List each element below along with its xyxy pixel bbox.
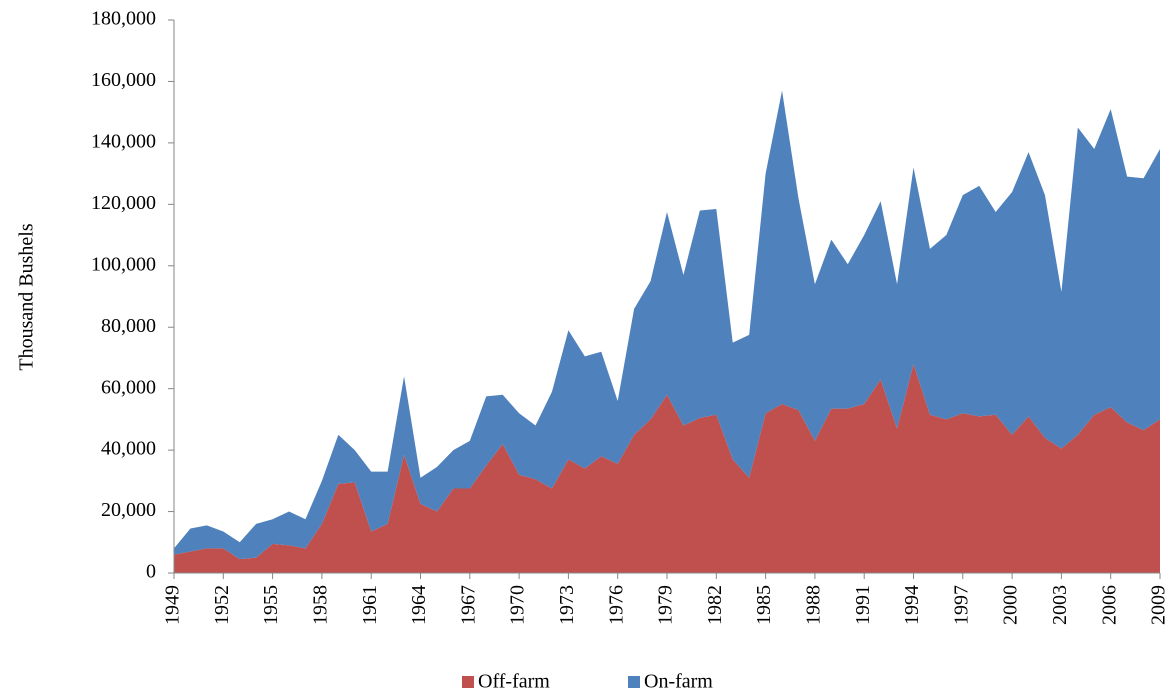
area [174, 90, 1160, 560]
x-tick-label: 1979 [655, 585, 677, 625]
x-tick-label: 2003 [1049, 585, 1071, 625]
legend-label: On-farm [644, 671, 713, 693]
legend-swatch [462, 676, 474, 688]
y-tick-label: 20,000 [101, 499, 156, 521]
y-tick-label: 100,000 [91, 253, 156, 275]
x-tick-label: 2009 [1148, 585, 1170, 625]
x-tick-label: 2000 [1000, 585, 1022, 625]
legend-swatch [628, 676, 640, 688]
x-tick-label: 1967 [457, 585, 479, 625]
y-tick-label: 160,000 [91, 69, 156, 91]
x-tick-label: 1988 [802, 585, 824, 625]
x-tick-label: 1970 [507, 585, 529, 625]
x-tick-label: 1982 [704, 585, 726, 625]
x-tick-label: 1949 [162, 585, 184, 625]
x-tick-label: 2006 [1098, 585, 1120, 625]
x-tick-label: 1997 [950, 585, 972, 625]
legend-label: Off-farm [478, 671, 550, 693]
y-tick-label: 80,000 [101, 315, 156, 337]
area [174, 364, 1160, 573]
y-tick-label: 140,000 [91, 130, 156, 152]
y-tick-label: 180,000 [91, 8, 156, 30]
x-tick-label: 1973 [556, 585, 578, 625]
y-axis-title: Thousand Bushels [16, 223, 38, 370]
y-tick-label: 120,000 [91, 192, 156, 214]
x-tick-label: 1985 [753, 585, 775, 625]
x-tick-label: 1955 [260, 585, 282, 625]
x-tick-label: 1961 [359, 585, 381, 625]
x-tick-label: 1958 [309, 585, 331, 625]
y-tick-label: 60,000 [101, 376, 156, 398]
x-tick-label: 1994 [901, 585, 923, 625]
y-tick-label: 0 [146, 561, 156, 583]
y-tick-label: 40,000 [101, 438, 156, 460]
x-tick-label: 1952 [211, 585, 233, 625]
x-tick-label: 1964 [408, 585, 430, 625]
x-tick-label: 1976 [605, 585, 627, 625]
x-tick-label: 1991 [852, 585, 874, 625]
